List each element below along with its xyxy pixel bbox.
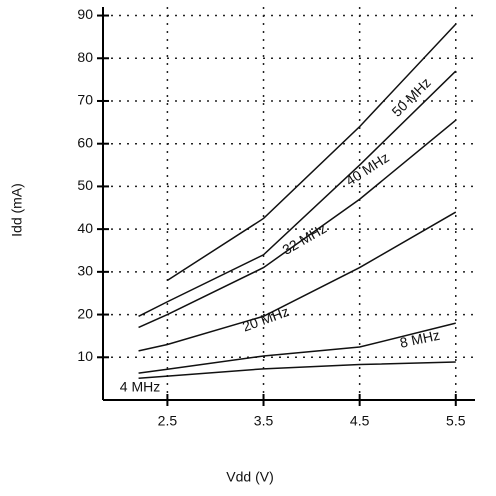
- y-tick-label: 30: [77, 263, 93, 279]
- series-label: 20 MHz: [240, 303, 291, 335]
- y-tick-label: 20: [77, 305, 93, 321]
- series-line: [138, 322, 456, 374]
- series-line: [138, 361, 456, 379]
- series-label: 4 MHz: [120, 379, 160, 395]
- series-label: 40 MHz: [343, 149, 392, 189]
- y-tick-label: 10: [77, 348, 93, 364]
- x-tick-label: 5.5: [446, 413, 466, 429]
- y-tick-label: 50: [77, 177, 93, 193]
- y-tick-label: 40: [77, 220, 93, 236]
- series-label: 32 MHz: [279, 220, 329, 258]
- x-axis-label: Vdd (V): [226, 469, 273, 485]
- series-label: 50 MHz: [388, 74, 433, 119]
- series-line: [138, 211, 457, 352]
- series-line: [138, 119, 457, 329]
- x-tick-label: 3.5: [254, 413, 274, 429]
- y-tick-label: 80: [77, 49, 93, 65]
- y-tick-label: 90: [77, 6, 93, 22]
- series-line: [138, 70, 457, 317]
- x-tick-label: 2.5: [158, 413, 178, 429]
- x-tick-label: 4.5: [350, 413, 370, 429]
- y-tick-label: 70: [77, 92, 93, 108]
- series-label: 8 MHz: [398, 327, 441, 351]
- y-axis-label: Idd (mA): [9, 183, 25, 237]
- series-line: [166, 23, 457, 282]
- y-tick-label: 60: [77, 134, 93, 150]
